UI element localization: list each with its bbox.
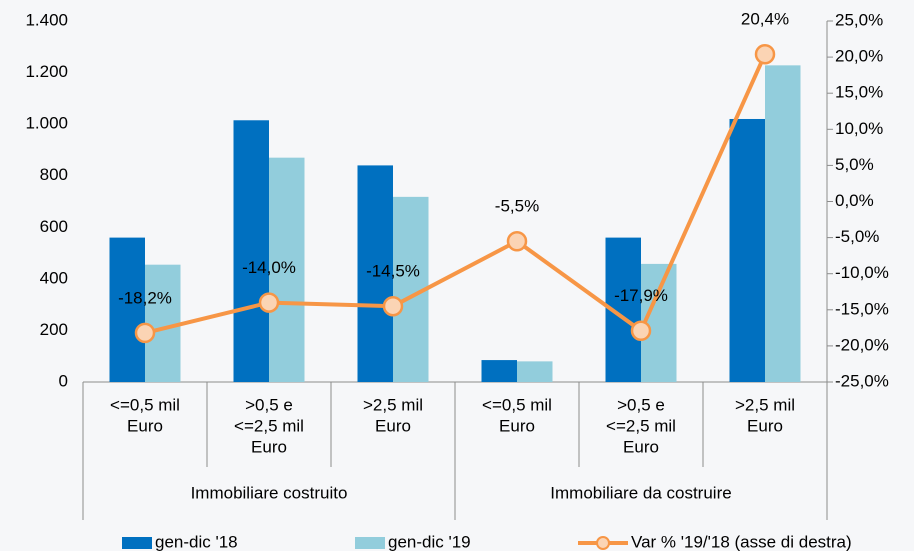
x-tick-label: <=0,5 mil xyxy=(482,395,552,414)
y2-tick-label: -20,0% xyxy=(835,335,889,354)
y2-tick-label: -5,0% xyxy=(835,227,879,246)
bar xyxy=(357,165,393,382)
data-label: -5,5% xyxy=(495,197,539,216)
bar xyxy=(729,118,765,382)
legend-label: gen-dic '18 xyxy=(155,532,238,551)
y2-tick-label: 25,0% xyxy=(835,10,883,29)
x-tick-label: >2,5 mil xyxy=(363,395,423,414)
group-label: Immobiliare da costruire xyxy=(550,483,731,502)
x-tick-label: Euro xyxy=(127,416,163,435)
x-tick-label: Euro xyxy=(499,416,535,435)
y2-tick-label: 5,0% xyxy=(835,155,874,174)
x-tick-label: Euro xyxy=(747,416,783,435)
legend-label: Var % '19/'18 (asse di destra) xyxy=(631,532,852,551)
x-tick-label: <=0,5 mil xyxy=(110,395,180,414)
bar xyxy=(269,157,305,382)
data-label: -14,5% xyxy=(366,262,420,281)
legend-marker xyxy=(596,536,610,550)
x-tick-label: Euro xyxy=(623,437,659,456)
bar xyxy=(109,237,145,382)
y2-tick-label: -15,0% xyxy=(835,299,889,318)
x-tick-label: >0,5 e xyxy=(245,395,293,414)
y-tick-label: 800 xyxy=(40,165,68,184)
legend-swatch xyxy=(122,537,152,549)
line-marker xyxy=(630,320,652,341)
legend-swatch xyxy=(355,537,385,549)
line-marker xyxy=(382,295,404,317)
x-tick-label: Euro xyxy=(251,437,287,456)
y-tick-label: 1.400 xyxy=(25,10,68,29)
line xyxy=(144,53,767,335)
data-label: -18,2% xyxy=(118,288,172,307)
x-tick-label: >2,5 mil xyxy=(735,395,795,414)
data-label: -14,0% xyxy=(242,258,296,277)
legend-label: gen-dic '19 xyxy=(388,532,471,551)
y2-tick-label: 0,0% xyxy=(835,191,874,210)
y-tick-label: 1.200 xyxy=(25,62,68,81)
line-marker xyxy=(506,230,528,252)
y2-tick-label: -25,0% xyxy=(835,371,889,390)
y-tick-label: 200 xyxy=(40,320,68,339)
line-marker xyxy=(134,322,156,344)
y2-tick-label: 10,0% xyxy=(835,119,883,138)
line-marker xyxy=(258,292,280,313)
x-tick-label: Euro xyxy=(375,416,411,435)
x-tick-label: >0,5 e xyxy=(617,395,665,414)
y2-tick-label: -10,0% xyxy=(835,263,889,282)
bar xyxy=(481,360,517,382)
y2-tick-label: 15,0% xyxy=(835,83,883,102)
y-tick-label: 600 xyxy=(40,217,68,236)
data-label: 20,4% xyxy=(741,10,789,29)
x-tick-label: <=2,5 mil xyxy=(606,416,676,435)
bar xyxy=(517,361,553,382)
y-tick-label: 0 xyxy=(59,371,68,390)
bar xyxy=(145,264,181,382)
x-tick-label: <=2,5 mil xyxy=(234,416,304,435)
y2-tick-label: 20,0% xyxy=(835,47,883,66)
y-tick-label: 400 xyxy=(40,268,68,287)
data-label: -17,9% xyxy=(614,286,668,305)
group-label: Immobiliare costruito xyxy=(191,483,348,502)
y-tick-label: 1.000 xyxy=(25,114,68,133)
line-marker xyxy=(754,43,776,65)
bar xyxy=(765,65,801,382)
bar xyxy=(233,120,269,383)
